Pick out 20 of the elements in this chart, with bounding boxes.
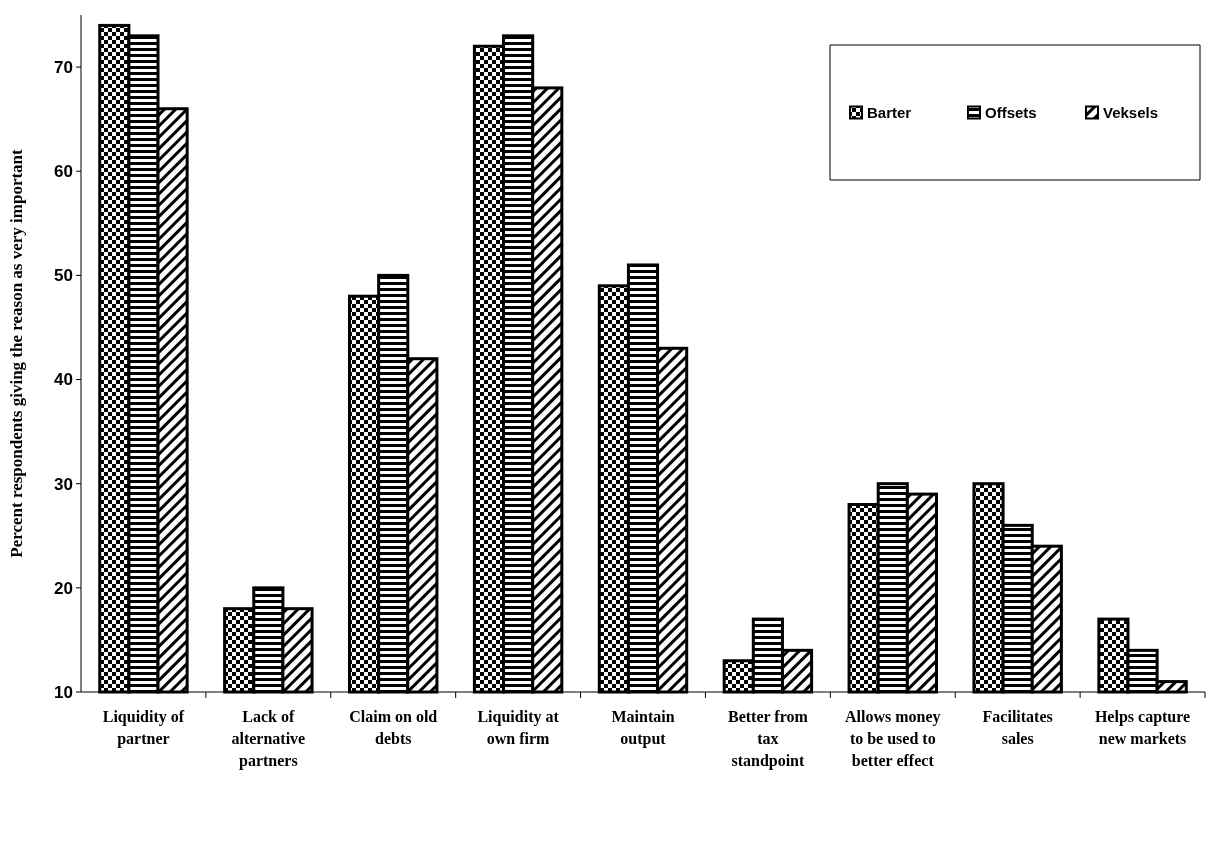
x-tick-label: Claim on old debts xyxy=(349,708,438,747)
x-tick-label: Lack of alternative partners xyxy=(231,708,306,770)
x-tick-label: Allows money to be used to better effect xyxy=(845,708,941,769)
x-tick-label: Maintain output xyxy=(611,708,675,748)
x-tick-label: Helps capture new markets xyxy=(1094,708,1191,747)
y-tick-label: 60 xyxy=(54,162,73,182)
y-tick-label: 10 xyxy=(54,682,73,702)
x-tick-label: Facilitates sales xyxy=(982,708,1053,747)
legend-label: Veksels xyxy=(1103,103,1159,121)
y-axis-title: Percent respondents giving the reason as very important xyxy=(7,148,26,558)
y-tick-label: 30 xyxy=(54,474,73,494)
legend-label: Barter xyxy=(867,103,912,121)
y-tick-label: 20 xyxy=(54,578,73,598)
legend-label: Offsets xyxy=(985,103,1037,121)
y-tick-label: 40 xyxy=(54,370,73,390)
y-tick-label: 50 xyxy=(54,266,73,286)
x-tick-label: Liquidity of partner xyxy=(102,708,185,748)
x-tick-label: Better from tax standpoint xyxy=(727,708,809,770)
y-tick-label: 70 xyxy=(54,58,73,78)
x-tick-label: Liquidity at own firm xyxy=(477,708,560,747)
